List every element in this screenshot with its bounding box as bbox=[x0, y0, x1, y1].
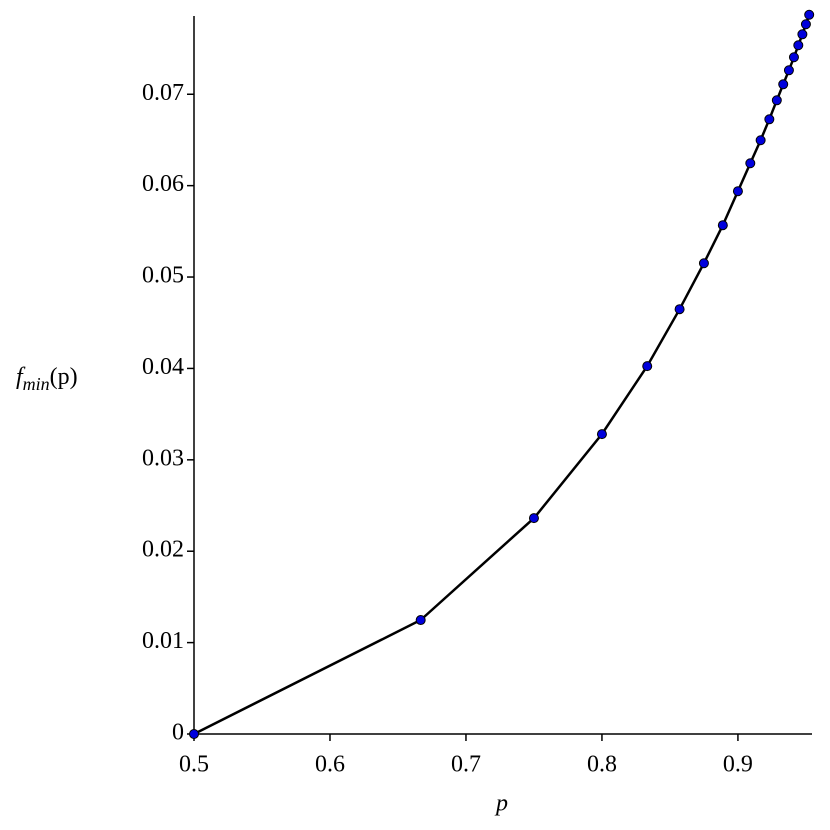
marker bbox=[698, 258, 709, 269]
x-tick-label: 0.5 bbox=[179, 752, 209, 778]
marker bbox=[800, 19, 811, 30]
y-label-sub: min bbox=[23, 374, 50, 394]
y-tick-label: 0.01 bbox=[142, 628, 184, 654]
marker bbox=[642, 361, 653, 372]
x-axis-label: p bbox=[494, 791, 508, 817]
x-tick-label: 0.7 bbox=[451, 752, 481, 778]
marker bbox=[745, 158, 756, 169]
marker bbox=[797, 29, 808, 40]
marker bbox=[717, 220, 728, 231]
marker bbox=[783, 65, 794, 76]
y-axis-label: fmin(p) bbox=[16, 364, 78, 395]
marker bbox=[778, 79, 789, 90]
line bbox=[193, 14, 811, 736]
marker bbox=[771, 95, 782, 106]
y-tick-label: 0.05 bbox=[142, 263, 184, 289]
y-tick-label: 0 bbox=[172, 720, 184, 746]
y-tick-label: 0.06 bbox=[142, 171, 184, 197]
y-label-arg: (p) bbox=[50, 364, 78, 390]
y-tick-label: 0.04 bbox=[142, 354, 184, 380]
marker bbox=[189, 729, 199, 739]
y-tick-label: 0.03 bbox=[142, 445, 184, 471]
marker bbox=[596, 429, 607, 440]
y-label-base: f bbox=[16, 364, 26, 390]
x-tick-label: 0.9 bbox=[723, 752, 753, 778]
marker bbox=[804, 9, 815, 20]
marker bbox=[793, 40, 804, 51]
x-tick-label: 0.6 bbox=[315, 752, 345, 778]
x-tick-label: 0.8 bbox=[587, 752, 617, 778]
marker bbox=[764, 114, 775, 125]
marker bbox=[788, 52, 799, 63]
y-tick-label: 0.02 bbox=[142, 537, 184, 563]
marker bbox=[528, 513, 539, 524]
marker bbox=[755, 135, 766, 146]
marker bbox=[415, 615, 426, 626]
marker bbox=[674, 304, 685, 315]
y-tick-label: 0.07 bbox=[142, 80, 184, 106]
marker bbox=[732, 186, 743, 197]
